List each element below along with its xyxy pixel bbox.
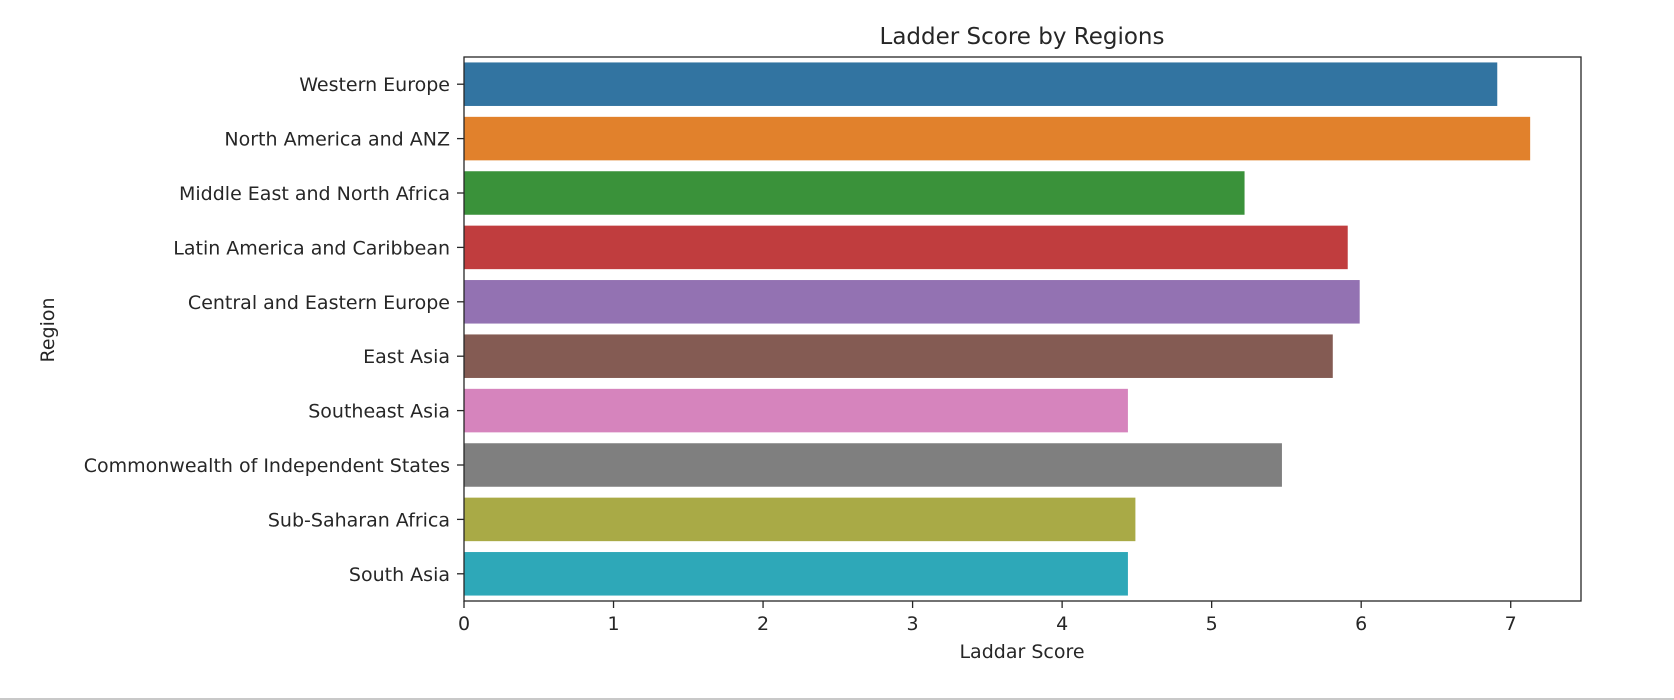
x-tick-label: 6 — [1355, 613, 1367, 635]
bar-6 — [464, 388, 1128, 433]
x-tick-label: 4 — [1056, 613, 1068, 635]
x-ticks: 0 1 2 3 4 5 6 7 — [458, 601, 1517, 635]
y-tick-label: North America and ANZ — [224, 129, 450, 151]
x-tick-label: 2 — [757, 613, 769, 635]
bar-3 — [464, 225, 1348, 270]
x-tick-label: 7 — [1505, 613, 1517, 635]
x-tick-label: 3 — [907, 613, 919, 635]
bar-8 — [464, 497, 1136, 542]
x-axis-label: Laddar Score — [959, 641, 1084, 663]
bar-9 — [464, 552, 1128, 596]
chart-title: Ladder Score by Regions — [880, 24, 1165, 50]
bar-5 — [464, 334, 1333, 378]
bar-7 — [464, 443, 1282, 487]
x-tick-label: 5 — [1206, 613, 1218, 635]
y-tick-label: Central and Eastern Europe — [188, 292, 450, 314]
y-tick-labels: Western Europe North America and ANZ Middl… — [84, 74, 464, 586]
bar-4 — [464, 280, 1360, 324]
x-tick-label: 1 — [607, 613, 619, 635]
bars-group — [464, 62, 1531, 596]
y-tick-label: Middle East and North Africa — [179, 183, 450, 205]
y-tick-label: Southeast Asia — [308, 401, 450, 423]
y-tick-label: East Asia — [363, 346, 450, 368]
bar-0 — [464, 62, 1498, 106]
bottom-divider — [0, 698, 1674, 700]
y-tick-label: Western Europe — [299, 74, 450, 96]
plot-frame — [463, 56, 1582, 602]
y-tick-label: Latin America and Caribbean — [173, 237, 450, 259]
y-axis-label: Region — [37, 297, 59, 362]
bar-2 — [464, 171, 1245, 215]
y-tick-label: Commonwealth of Independent States — [84, 455, 450, 477]
bar-1 — [464, 116, 1531, 161]
x-tick-label: 0 — [458, 613, 470, 635]
y-tick-label: Sub-Saharan Africa — [268, 509, 450, 531]
y-tick-label: South Asia — [349, 564, 450, 586]
